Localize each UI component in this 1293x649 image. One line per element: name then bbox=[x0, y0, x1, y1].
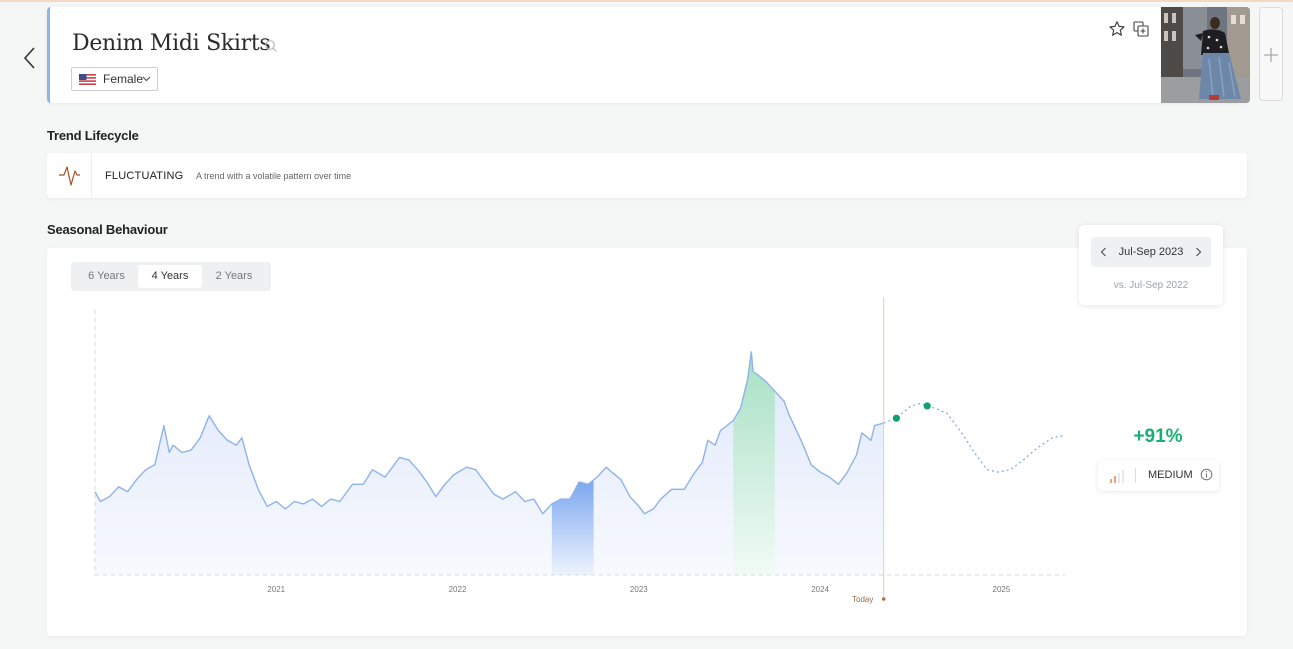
top-accent-line bbox=[0, 0, 1293, 2]
gender-value: Female bbox=[103, 72, 144, 86]
page-title: Denim Midi Skirts bbox=[72, 31, 271, 56]
x-tick-label: 2024 bbox=[811, 585, 830, 594]
back-arrow-icon[interactable] bbox=[18, 44, 42, 72]
timeframe-tabs: 6 Years 4 Years 2 Years bbox=[71, 262, 271, 291]
lifecycle-status: FLUCTUATING bbox=[105, 170, 184, 182]
search-icon[interactable] bbox=[264, 39, 278, 53]
forecast-point bbox=[892, 414, 900, 422]
tab-4-years[interactable]: 4 Years bbox=[138, 265, 202, 288]
today-marker bbox=[881, 597, 886, 601]
divider bbox=[1135, 468, 1136, 483]
seasonal-chart bbox=[94, 297, 1066, 601]
current-period-band bbox=[733, 352, 775, 575]
trend-thumbnail-image[interactable] bbox=[1161, 7, 1250, 103]
lifecycle-description: A trend with a volatile pattern over tim… bbox=[196, 171, 352, 181]
period-comparison: vs. Jul-Sep 2022 bbox=[1113, 280, 1189, 291]
lifecycle-section-title: Trend Lifecycle bbox=[47, 128, 139, 143]
period-label: Jul-Sep 2023 bbox=[1118, 246, 1184, 258]
add-to-collection-icon[interactable] bbox=[1132, 20, 1150, 38]
period-nav: Jul-Sep 2023 bbox=[1091, 237, 1211, 267]
x-tick-label: 2023 bbox=[629, 585, 648, 594]
info-icon[interactable] bbox=[1200, 468, 1213, 481]
forecast-point bbox=[923, 402, 931, 410]
period-selector: Jul-Sep 2023 vs. Jul-Sep 2022 bbox=[1079, 225, 1223, 305]
add-trend-button[interactable] bbox=[1259, 7, 1283, 101]
x-tick-label: 2025 bbox=[992, 585, 1011, 594]
chevron-down-icon bbox=[142, 76, 151, 82]
signal-bars-icon bbox=[1110, 470, 1124, 483]
history-area bbox=[95, 352, 884, 575]
level-badge: MEDIUM bbox=[1098, 460, 1219, 491]
today-label: Today bbox=[852, 595, 874, 604]
chevron-right-icon[interactable] bbox=[1191, 245, 1205, 259]
seasonal-card: 6 Years 4 Years 2 Years bbox=[47, 248, 1247, 636]
lifecycle-icon-box bbox=[47, 153, 92, 198]
previous-period-band bbox=[551, 479, 594, 575]
growth-value: +91% bbox=[1133, 426, 1183, 447]
gender-select[interactable]: Female bbox=[71, 67, 158, 91]
us-flag-icon bbox=[79, 73, 96, 85]
level-text: MEDIUM bbox=[1148, 469, 1193, 481]
tab-6-years[interactable]: 6 Years bbox=[88, 270, 125, 282]
tab-2-years[interactable]: 2 Years bbox=[215, 270, 253, 282]
x-tick-label: 2021 bbox=[267, 585, 286, 594]
pulse-icon bbox=[59, 166, 80, 186]
x-tick-label: 2022 bbox=[448, 585, 467, 594]
history-line bbox=[94, 351, 884, 515]
trend-header: Denim Midi Skirts Female bbox=[47, 7, 1250, 103]
chevron-left-icon[interactable] bbox=[1097, 245, 1111, 259]
seasonal-section-title: Seasonal Behaviour bbox=[47, 222, 168, 237]
lifecycle-card: FLUCTUATING A trend with a volatile patt… bbox=[47, 153, 1247, 198]
forecast-line bbox=[883, 402, 1066, 473]
star-icon[interactable] bbox=[1108, 20, 1126, 38]
